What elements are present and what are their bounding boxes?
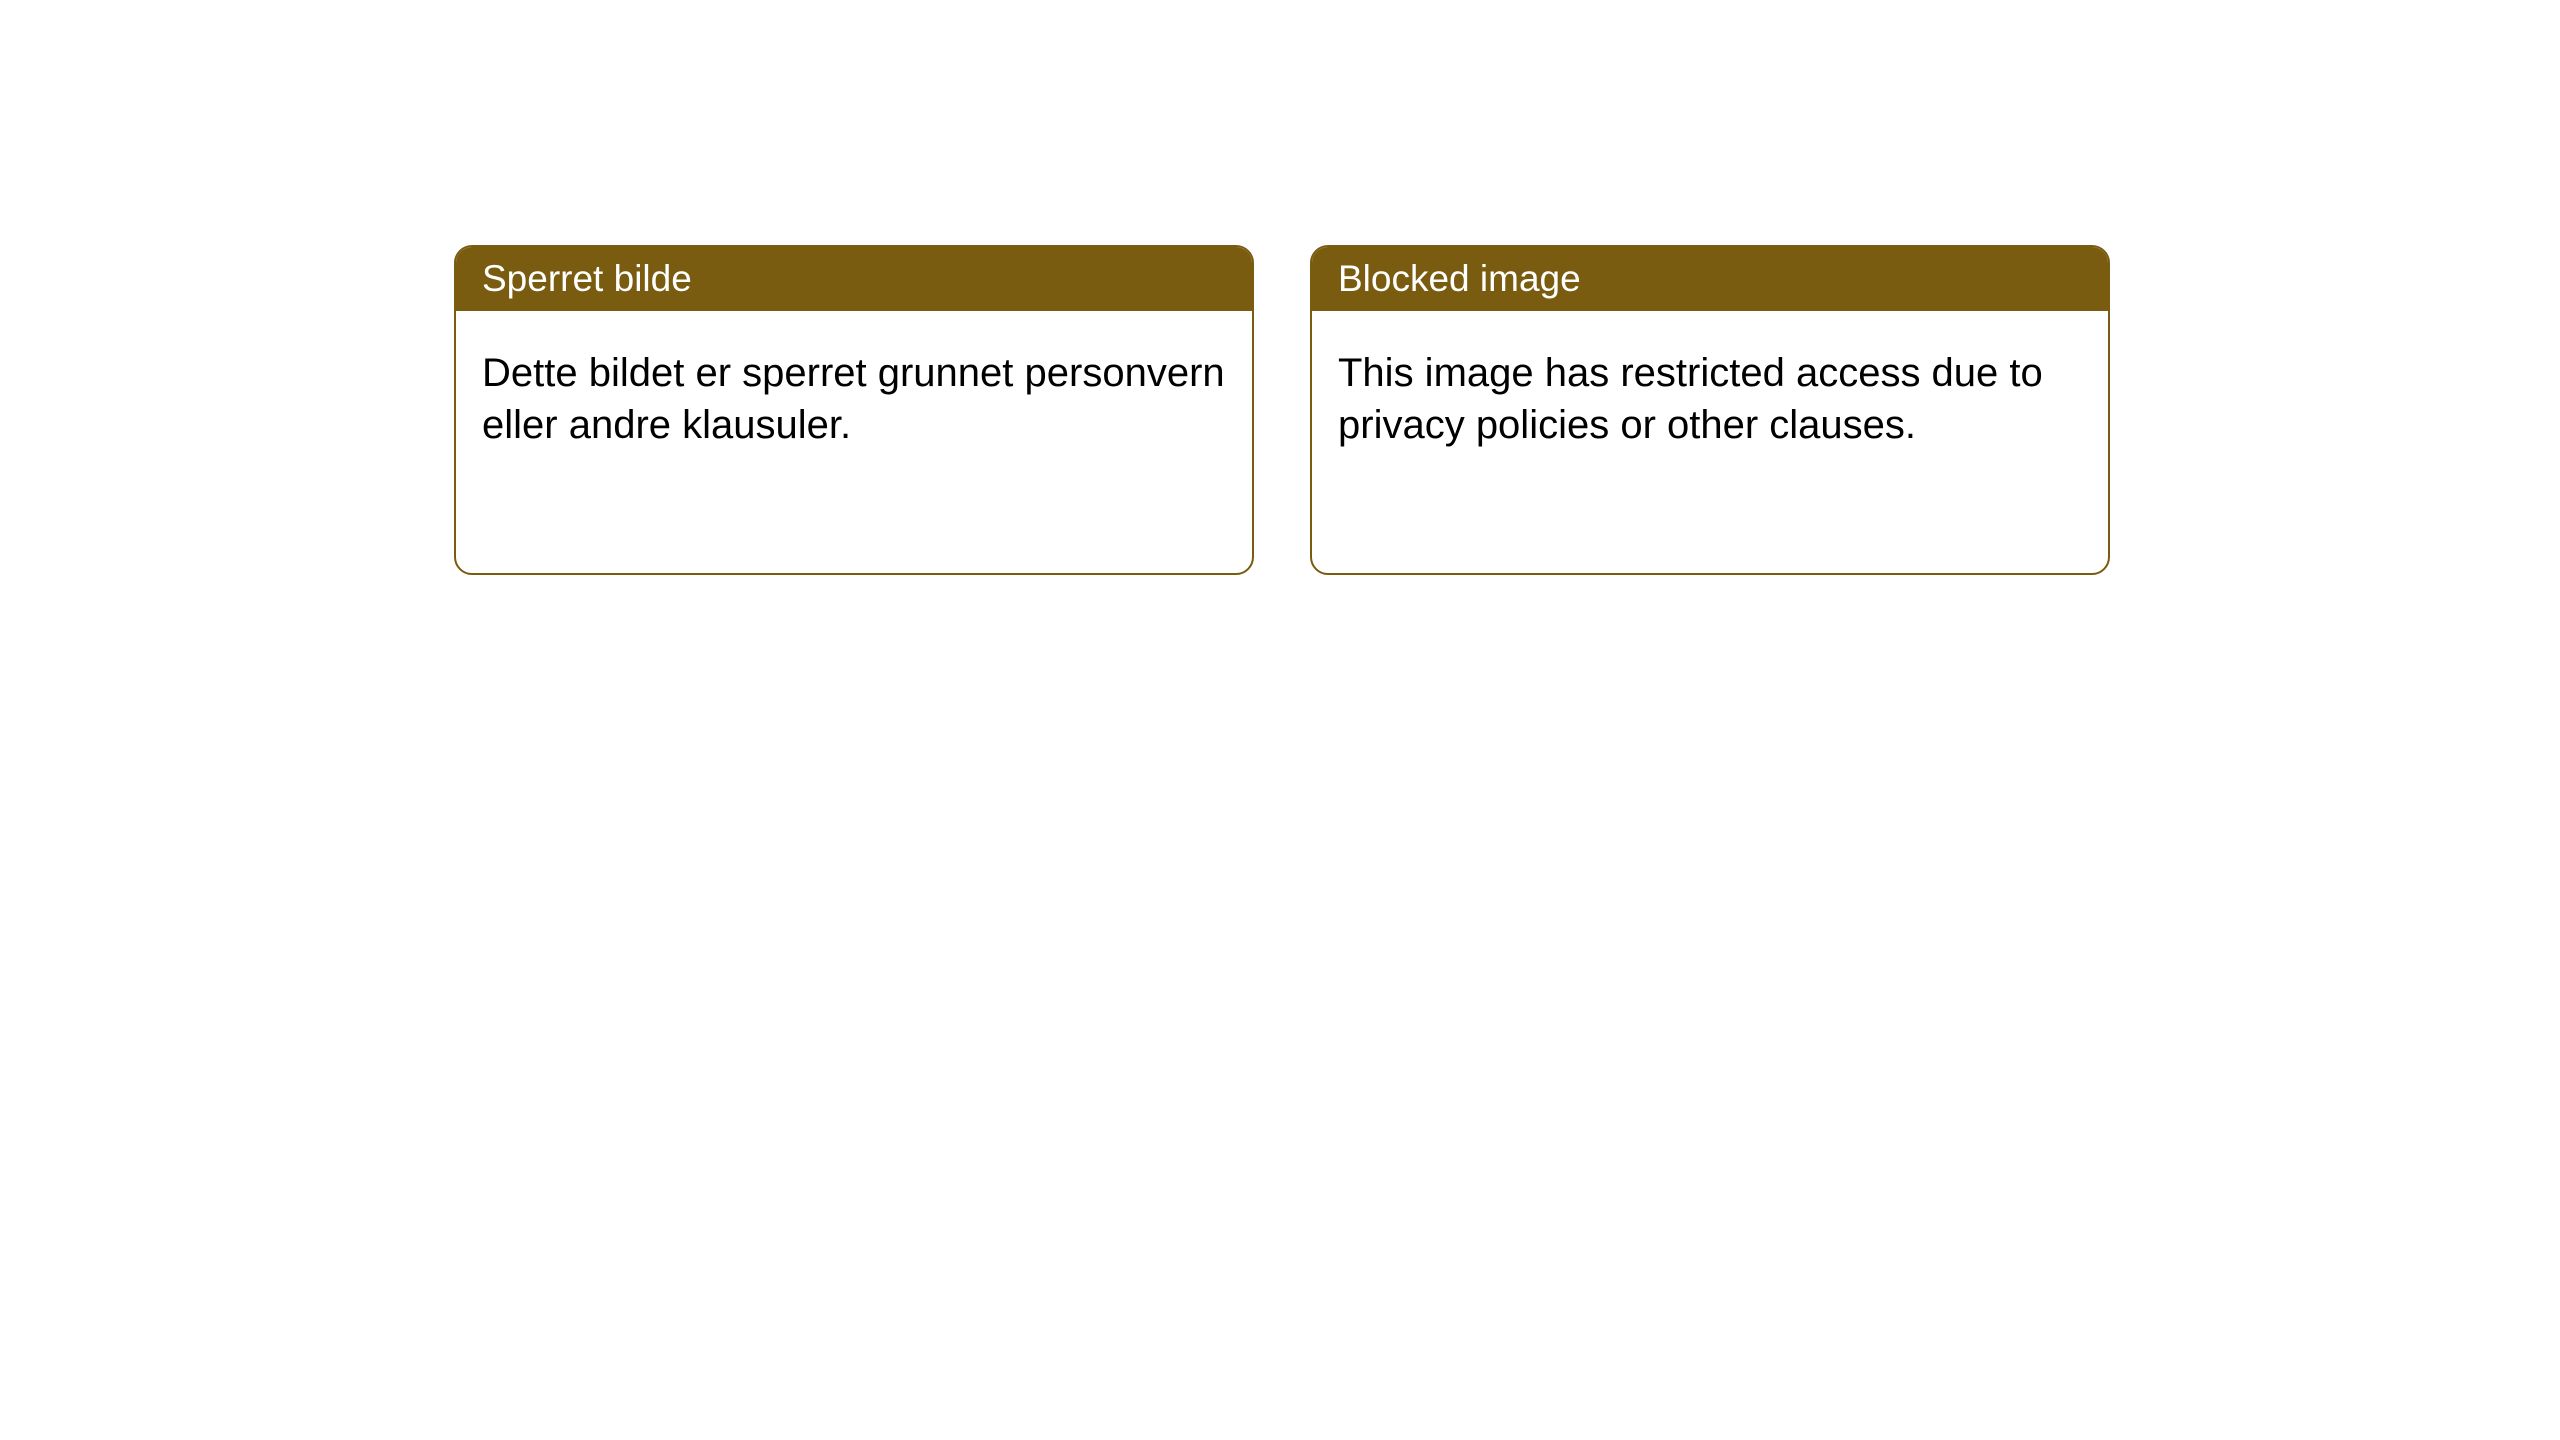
notice-body: Dette bildet er sperret grunnet personve… — [456, 311, 1252, 477]
notice-body: This image has restricted access due to … — [1312, 311, 2108, 477]
notice-card-norwegian: Sperret bilde Dette bildet er sperret gr… — [454, 245, 1254, 575]
notice-header: Blocked image — [1312, 247, 2108, 311]
notice-title: Sperret bilde — [482, 258, 692, 299]
notice-header: Sperret bilde — [456, 247, 1252, 311]
notice-body-text: This image has restricted access due to … — [1338, 351, 2043, 447]
notice-card-english: Blocked image This image has restricted … — [1310, 245, 2110, 575]
notice-container: Sperret bilde Dette bildet er sperret gr… — [0, 0, 2560, 575]
notice-title: Blocked image — [1338, 258, 1581, 299]
notice-body-text: Dette bildet er sperret grunnet personve… — [482, 351, 1225, 447]
